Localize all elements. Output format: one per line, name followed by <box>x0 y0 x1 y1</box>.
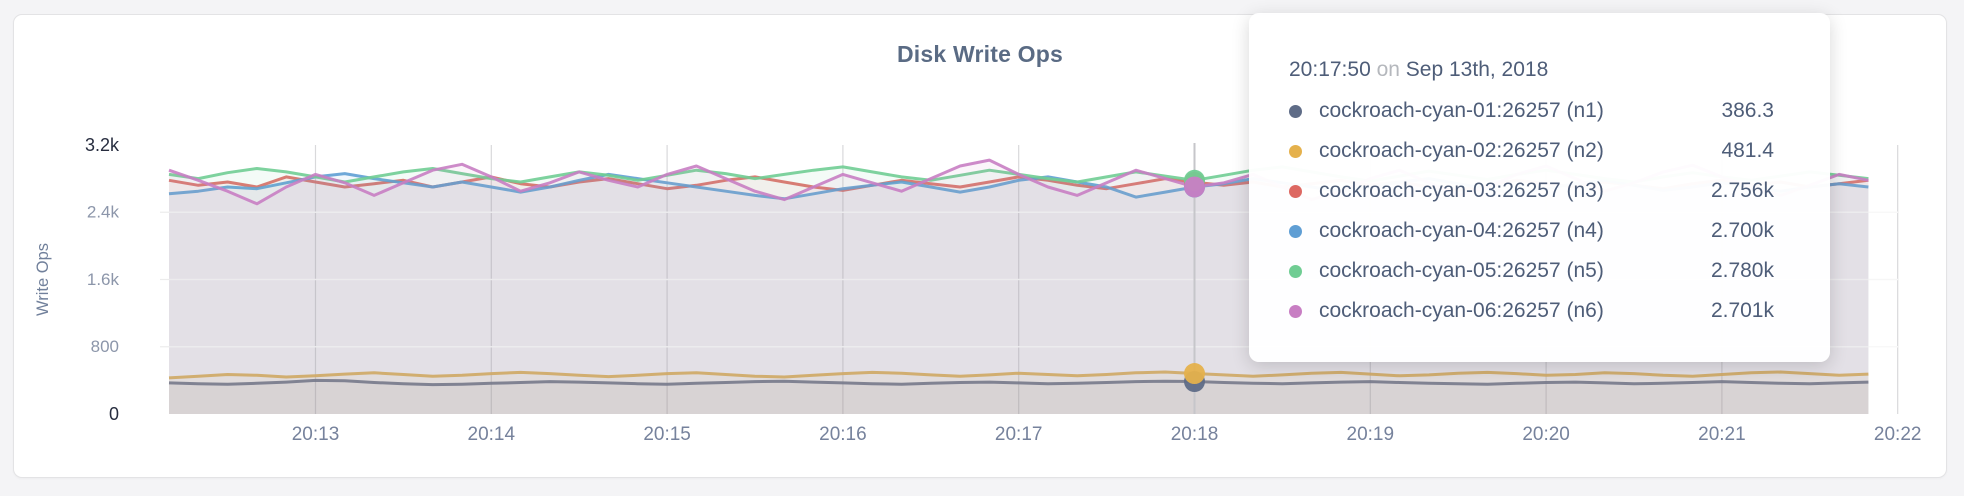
series-color-dot-icon <box>1289 224 1302 238</box>
tooltip-conjunction: on <box>1376 58 1400 81</box>
x-axis: 20:13 20:14 20:15 20:16 20:17 20:18 20:19 20:20… <box>292 424 1922 445</box>
tooltip-date: Sep 13th, 2018 <box>1405 58 1549 81</box>
tooltip-row: cockroach-cyan-03:26257 (n3) 2.756k <box>1289 171 1774 211</box>
tooltip-series-label: cockroach-cyan-03:26257 (n3) <box>1319 179 1604 202</box>
x-tick-label: 20:18 <box>1171 424 1219 445</box>
tooltip-rows: cockroach-cyan-01:26257 (n1) 386.3 cockroa… <box>1289 91 1774 331</box>
tooltip-header: 20:17:50 on Sep 13th, 2018 <box>1289 55 1774 85</box>
series-line-n1 <box>168 378 1869 387</box>
y-tick-label: 1.6k <box>87 270 120 289</box>
tooltip-series-label: cockroach-cyan-01:26257 (n1) <box>1319 99 1604 122</box>
x-tick-label: 20:20 <box>1522 424 1570 445</box>
series-color-dot-icon <box>1289 264 1302 278</box>
tooltip-row: cockroach-cyan-06:26257 (n6) 2.701k <box>1289 291 1774 331</box>
tooltip-series-label: cockroach-cyan-06:26257 (n6) <box>1319 299 1604 322</box>
tooltip-series-value: 2.780k <box>1710 259 1774 282</box>
hover-guideline-group <box>1184 143 1205 414</box>
x-tick-label: 20:17 <box>995 424 1043 445</box>
x-tick-label: 20:16 <box>819 424 867 445</box>
x-tick-label: 20:14 <box>468 424 516 445</box>
y-axis: 0 800 1.6k 2.4k 3.2k <box>85 135 169 424</box>
x-tick-label: 20:21 <box>1698 424 1746 445</box>
y-tick-label: 800 <box>91 337 119 356</box>
tooltip-series-value: 2.701k <box>1710 299 1774 322</box>
tooltip-row: cockroach-cyan-05:26257 (n5) 2.780k <box>1289 251 1774 291</box>
hover-point-n2 <box>1184 363 1205 385</box>
x-tick-label: 20:22 <box>1874 424 1922 445</box>
tooltip-series-label: cockroach-cyan-04:26257 (n4) <box>1319 219 1604 242</box>
chart-title: Disk Write Ops <box>897 41 1063 67</box>
x-tick-label: 20:19 <box>1347 424 1395 445</box>
x-tick-label: 20:15 <box>643 424 691 445</box>
tooltip-row: cockroach-cyan-02:26257 (n2) 481.4 <box>1289 131 1774 171</box>
tooltip-series-value: 481.4 <box>1721 139 1774 162</box>
tooltip-series-value: 386.3 <box>1721 99 1774 122</box>
tooltip-series-value: 2.700k <box>1710 219 1774 242</box>
tooltip-series-label: cockroach-cyan-05:26257 (n5) <box>1319 259 1604 282</box>
series-color-dot-icon <box>1289 144 1302 158</box>
x-tick-label: 20:13 <box>292 424 340 445</box>
y-tick-label: 3.2k <box>85 135 120 155</box>
series-line-n2 <box>168 370 1869 380</box>
series-color-dot-icon <box>1289 304 1302 318</box>
y-tick-label: 0 <box>109 404 119 424</box>
hover-point-n6 <box>1184 176 1205 198</box>
tooltip-series-value: 2.756k <box>1710 179 1774 202</box>
series-area-n1 <box>169 380 1869 414</box>
hover-tooltip: 20:17:50 on Sep 13th, 2018 cockroach-cya… <box>1249 13 1830 362</box>
tooltip-series-label: cockroach-cyan-02:26257 (n2) <box>1319 139 1604 162</box>
series-area-n2 <box>169 372 1869 414</box>
y-axis-title: Write Ops <box>34 243 52 316</box>
tooltip-row: cockroach-cyan-01:26257 (n1) 386.3 <box>1289 91 1774 131</box>
tooltip-row: cockroach-cyan-04:26257 (n4) 2.700k <box>1289 211 1774 251</box>
series-color-dot-icon <box>1289 184 1302 198</box>
series-color-dot-icon <box>1289 104 1302 118</box>
y-tick-label: 2.4k <box>87 203 120 222</box>
tooltip-time: 20:17:50 <box>1289 58 1371 81</box>
